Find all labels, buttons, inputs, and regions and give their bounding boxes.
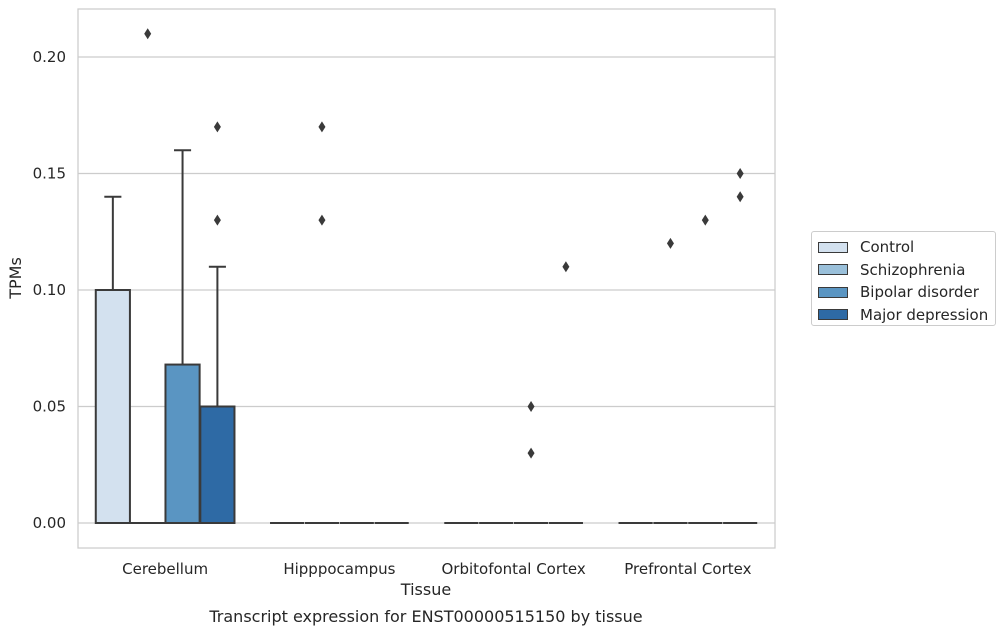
box-body (94, 289, 131, 524)
y-tick-label: 0.10 (33, 281, 66, 299)
legend-item: Schizophrenia (818, 259, 995, 282)
legend-label: Schizophrenia (860, 260, 966, 279)
legend-label: Bipolar disorder (860, 283, 979, 302)
box-schizophrenia (653, 237, 688, 524)
box-major-depression (548, 261, 583, 524)
plot-frame (77, 8, 776, 549)
y-axis-label: TPMs (6, 257, 25, 300)
legend: Control Schizophrenia Bipolar disorder Majo… (811, 231, 996, 326)
box-bipolar-disorder (164, 149, 201, 524)
box-schizophrenia (304, 121, 340, 524)
legend-swatch (818, 241, 848, 253)
y-tick-label: 0.15 (33, 165, 66, 183)
legend-label: Major depression (860, 305, 989, 324)
y-axis-ticks: 0.00 0.05 0.10 0.15 0.20 (33, 48, 66, 532)
outlier-point (666, 237, 674, 249)
x-axis-ticks: Cerebellum Hipppocampus Orbitofontal Corte… (122, 560, 751, 578)
legend-item: Major depression (818, 304, 995, 327)
box-bipolar-disorder (688, 214, 723, 524)
outlier-point (213, 214, 221, 226)
box-major-depression (723, 168, 758, 524)
outlier-point (318, 214, 326, 226)
box-control (94, 195, 131, 524)
boxes (94, 28, 758, 524)
legend-swatch (818, 309, 848, 321)
chart-caption: Transcript expression for ENST0000051515… (208, 607, 642, 626)
outlier-point (736, 168, 744, 179)
box-body (199, 405, 236, 524)
outlier-point (527, 401, 535, 412)
legend-label: Control (860, 238, 915, 257)
outlier-point (736, 191, 744, 203)
legend-item: Bipolar disorder (818, 281, 995, 304)
y-tick-label: 0.05 (33, 398, 66, 416)
outlier-point (318, 121, 326, 133)
x-tick-label: Hipppocampus (283, 560, 395, 578)
x-tick-label: Cerebellum (122, 560, 208, 578)
x-tick-label: Prefrontal Cortex (624, 560, 751, 578)
y-tick-label: 0.00 (33, 514, 66, 532)
box-schizophrenia (130, 28, 165, 524)
outlier-point (562, 261, 570, 273)
x-tick-label: Orbitofontal Cortex (442, 560, 586, 578)
y-tick-label: 0.20 (33, 48, 66, 66)
outlier-point (701, 214, 709, 226)
legend-item: Control (818, 236, 995, 259)
x-axis-label: Tissue (400, 580, 451, 599)
outlier-point (527, 447, 535, 459)
outlier-point (213, 121, 221, 133)
box-body (164, 363, 201, 524)
legend-swatch (818, 286, 848, 298)
outlier-point (144, 28, 152, 40)
box-bipolar-disorder (513, 401, 549, 524)
box-major-depression (199, 121, 236, 524)
legend-swatch (818, 264, 848, 276)
